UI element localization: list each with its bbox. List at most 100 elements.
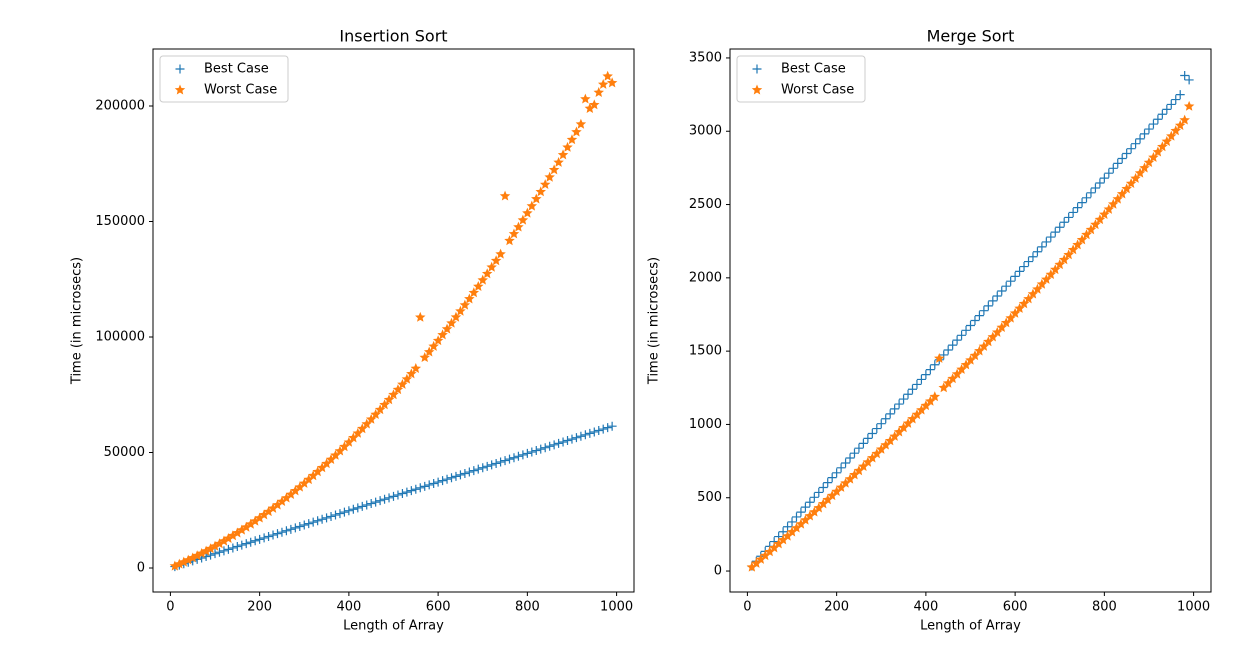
plus-marker [317, 514, 327, 524]
x-tick-label: 800 [515, 600, 540, 615]
plus-marker [496, 457, 506, 467]
star-marker [804, 510, 816, 521]
star-marker [499, 190, 511, 201]
plus-marker [442, 474, 452, 484]
plus-marker [1117, 154, 1127, 164]
plus-marker [175, 64, 185, 74]
star-marker [522, 207, 533, 218]
plus-marker [796, 507, 806, 517]
plus-marker [814, 487, 824, 497]
plus-marker [966, 320, 975, 330]
plus-marker [415, 483, 425, 493]
plus-marker [505, 454, 515, 464]
plus-marker [841, 458, 851, 468]
star-marker [1161, 136, 1173, 146]
star-marker [1099, 209, 1110, 219]
star-marker [232, 527, 243, 538]
star-marker [996, 322, 1007, 332]
star-marker [969, 350, 981, 361]
plus-marker [545, 441, 555, 451]
y-tick-label: 500 [697, 490, 722, 505]
plus-marker [1055, 222, 1065, 232]
star-marker [1134, 167, 1146, 178]
star-marker [481, 268, 493, 279]
star-marker [513, 221, 524, 232]
star-marker [1085, 224, 1097, 235]
plus-marker [464, 467, 474, 477]
legend-label: Best Case [204, 62, 269, 77]
plus-marker [558, 437, 568, 447]
plus-marker [1090, 183, 1100, 193]
star-marker [446, 317, 457, 328]
star-marker [571, 126, 582, 137]
plus-marker [397, 489, 407, 499]
plus-marker [214, 547, 224, 557]
plus-marker [250, 536, 260, 546]
star-marker [835, 481, 847, 492]
star-marker [1054, 259, 1065, 270]
star-marker [773, 538, 784, 549]
y-axis-label: Time (in microsecs) [70, 257, 85, 385]
plus-marker [939, 350, 949, 360]
star-marker [343, 436, 355, 447]
star-marker [388, 389, 399, 400]
plus-marker [867, 429, 877, 439]
star-marker [1032, 283, 1043, 294]
plus-marker [455, 470, 465, 480]
plus-marker [433, 477, 443, 487]
star-marker [325, 454, 337, 465]
y-tick-label: 2500 [689, 197, 722, 212]
star-marker [339, 441, 350, 452]
plus-marker [1041, 237, 1051, 247]
star-marker [584, 103, 596, 113]
star-marker [303, 474, 314, 485]
plus-marker [308, 517, 318, 527]
star-marker [504, 235, 515, 246]
plus-marker [219, 546, 229, 556]
plus-marker [232, 542, 242, 552]
star-marker [370, 409, 381, 420]
star-marker [294, 481, 306, 492]
plus-marker [979, 306, 989, 316]
y-tick-label: 150000 [95, 214, 145, 229]
plus-marker [585, 428, 595, 438]
plus-marker [787, 517, 797, 527]
plus-marker [554, 438, 564, 448]
plus-marker [1113, 158, 1123, 168]
plus-marker [903, 389, 913, 399]
star-marker [174, 558, 185, 569]
star-marker [562, 141, 573, 152]
star-marker [539, 179, 551, 190]
plus-marker [1064, 212, 1074, 222]
plus-marker [1068, 207, 1078, 217]
plus-marker [255, 534, 265, 544]
star-marker [548, 164, 560, 175]
star-marker [459, 299, 471, 310]
plus-marker [890, 404, 900, 414]
star-marker [974, 345, 985, 356]
plus-marker [522, 448, 532, 458]
plus-marker [411, 484, 421, 494]
star-marker [312, 466, 323, 477]
star-marker [911, 409, 923, 420]
star-marker [401, 373, 413, 384]
plus-marker [925, 365, 935, 375]
plus-marker [1135, 134, 1145, 144]
star-marker [379, 399, 390, 410]
star-marker [1170, 125, 1181, 136]
star-marker [249, 515, 261, 526]
plus-marker [952, 335, 962, 345]
plus-marker [469, 466, 479, 476]
plus-marker [854, 443, 864, 453]
star-marker [1125, 178, 1137, 189]
plus-marker [268, 530, 278, 540]
y-tick-label: 3000 [689, 124, 722, 139]
plus-marker [272, 529, 282, 539]
plus-marker [322, 513, 332, 523]
plus-marker [482, 461, 492, 471]
star-marker [392, 384, 404, 395]
star-marker [992, 326, 1003, 337]
plus-marker [1032, 247, 1042, 257]
star-marker [450, 311, 462, 322]
plus-marker [1082, 193, 1092, 203]
